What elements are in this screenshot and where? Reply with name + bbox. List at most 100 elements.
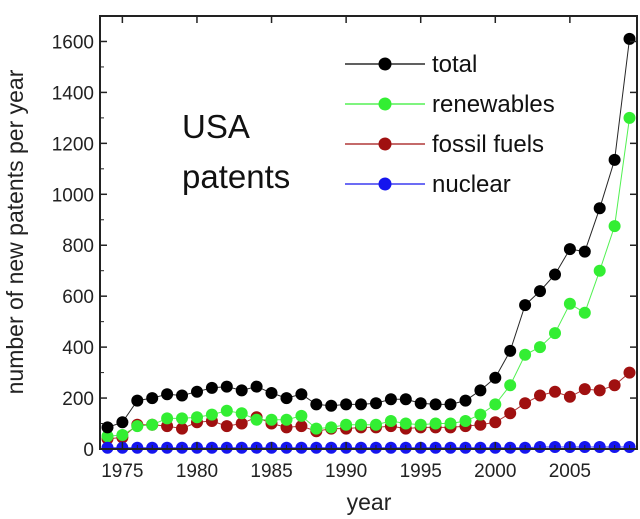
point-renewables	[429, 417, 442, 430]
point-fossil-fuels	[489, 416, 502, 429]
series-total	[101, 32, 636, 434]
legend-marker	[378, 57, 392, 71]
point-total	[414, 397, 427, 410]
point-renewables	[534, 341, 546, 354]
point-renewables	[265, 413, 278, 426]
point-renewables	[146, 418, 159, 431]
plot-frame	[99, 15, 638, 450]
point-fossil-fuels	[623, 366, 636, 379]
y-axis-title: number of new patents per year	[2, 69, 28, 394]
y-tick-label: 800	[62, 236, 94, 257]
point-fossil-fuels	[519, 397, 532, 410]
point-total	[235, 384, 248, 397]
x-tick-label: 1980	[176, 461, 218, 482]
point-total	[310, 398, 323, 411]
x-tick-label: 2005	[549, 461, 591, 482]
point-total	[504, 344, 517, 357]
point-total	[429, 398, 442, 411]
point-total	[101, 421, 114, 434]
x-tick-label: 1990	[325, 461, 367, 482]
point-total	[325, 399, 338, 412]
point-total	[578, 245, 591, 258]
point-renewables	[161, 412, 174, 425]
point-total	[608, 153, 621, 166]
legend-label: nuclear	[432, 171, 511, 198]
point-total	[191, 385, 203, 398]
point-fossil-fuels	[593, 384, 606, 397]
legend-item-total: total	[345, 51, 477, 78]
annotation-line-2: patents	[182, 158, 290, 195]
legend-marker	[378, 97, 392, 111]
point-total	[161, 388, 174, 401]
y-tick-label: 0	[83, 440, 94, 461]
point-renewables	[399, 417, 412, 430]
point-renewables	[563, 297, 576, 310]
point-renewables	[205, 408, 218, 421]
point-renewables	[370, 418, 382, 431]
point-renewables	[549, 327, 561, 340]
point-renewables	[623, 111, 636, 124]
series-renewables	[101, 111, 636, 443]
y-tick-label: 1200	[52, 134, 94, 155]
point-total	[519, 299, 532, 312]
point-renewables	[459, 415, 472, 427]
point-renewables	[519, 348, 532, 361]
point-renewables	[131, 420, 144, 433]
point-total	[534, 285, 546, 298]
point-total	[444, 398, 457, 411]
point-renewables	[295, 409, 308, 422]
point-renewables	[474, 408, 487, 421]
point-renewables	[414, 418, 427, 431]
y-tick-label: 600	[62, 287, 94, 308]
point-renewables	[176, 412, 188, 425]
y-tick-label: 200	[62, 389, 94, 410]
point-fossil-fuels	[549, 385, 561, 398]
point-total	[250, 380, 263, 393]
point-total	[355, 398, 367, 411]
point-renewables	[355, 418, 367, 431]
series-fossil-fuels	[101, 366, 636, 445]
point-total	[593, 202, 606, 215]
point-total	[295, 388, 308, 401]
y-tick-label: 1600	[52, 32, 94, 53]
point-total	[340, 398, 353, 411]
legend-label: renewables	[432, 91, 555, 118]
legend-marker	[378, 177, 392, 191]
point-fossil-fuels	[235, 417, 248, 430]
point-total	[384, 393, 397, 406]
point-renewables	[250, 413, 263, 426]
point-fossil-fuels	[504, 407, 517, 420]
point-fossil-fuels	[295, 420, 308, 433]
point-fossil-fuels	[608, 379, 621, 392]
legend-item-renewables: renewables	[345, 91, 555, 118]
point-renewables	[101, 430, 114, 443]
point-renewables	[325, 421, 338, 434]
point-total	[549, 268, 561, 281]
axis-ticks: 1975 1980 1985 1990 1995 2000 2005 0 200 400 600 80…	[52, 16, 637, 482]
point-renewables	[608, 220, 621, 233]
point-total	[146, 392, 159, 405]
x-tick-label: 1975	[101, 461, 143, 482]
point-renewables	[444, 417, 457, 430]
point-renewables	[235, 407, 248, 420]
point-renewables	[280, 413, 293, 426]
y-tick-label: 1000	[52, 185, 94, 206]
point-renewables	[310, 422, 323, 435]
point-fossil-fuels	[578, 383, 591, 396]
x-tick-label: 1995	[400, 461, 442, 482]
point-renewables	[489, 398, 502, 411]
point-renewables	[340, 418, 353, 431]
point-total	[220, 380, 233, 393]
point-total	[176, 389, 188, 402]
y-tick-label: 400	[62, 338, 94, 359]
point-fossil-fuels	[474, 418, 487, 431]
series-layer	[101, 32, 636, 454]
legend: total renewables fossil fuels nuclear	[345, 51, 555, 198]
point-fossil-fuels	[563, 390, 576, 403]
point-total	[131, 394, 144, 407]
point-renewables	[593, 264, 606, 277]
point-renewables	[116, 429, 129, 441]
x-tick-label: 2000	[474, 461, 516, 482]
point-total	[265, 387, 278, 399]
